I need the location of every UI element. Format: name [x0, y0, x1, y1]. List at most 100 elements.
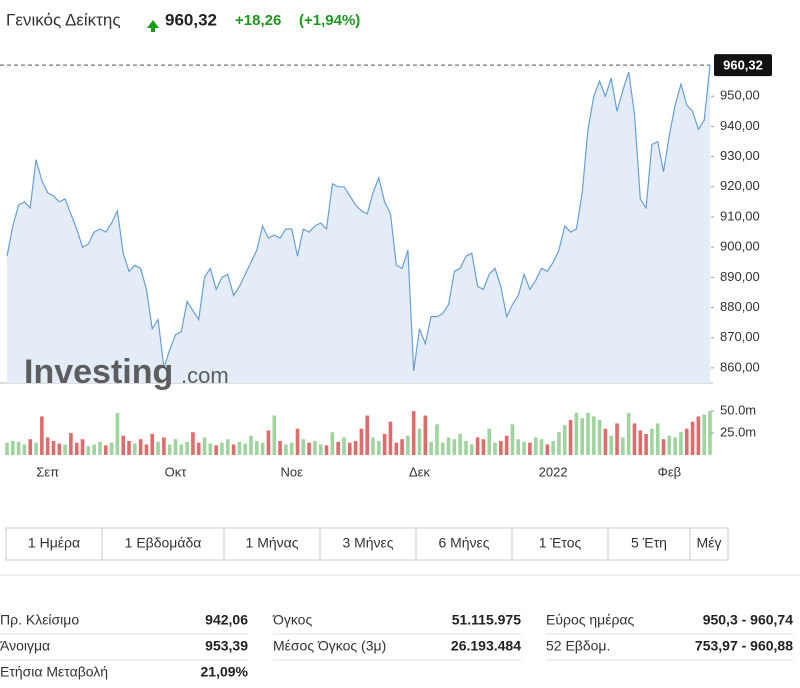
volume-bar [51, 440, 56, 455]
volume-bar [638, 430, 643, 455]
volume-bar [661, 439, 666, 455]
volume-bar [243, 443, 248, 455]
volume-bar [621, 437, 625, 455]
last-price-label: 960,32 [723, 58, 763, 73]
range-button[interactable] [511, 527, 609, 561]
volume-bar [510, 424, 515, 455]
volume-bar [452, 439, 457, 455]
volume-bar [353, 440, 358, 455]
volume-bar [592, 416, 596, 455]
volume-bar [225, 439, 230, 455]
volume-bar [562, 425, 567, 455]
range-button-label: 1 Ημέρα [28, 535, 80, 551]
range-button[interactable] [5, 527, 103, 561]
range-button[interactable] [415, 527, 513, 561]
volume-bar [260, 442, 265, 455]
range-button-label: 6 Μήνες [438, 535, 489, 551]
volume-bar [446, 437, 451, 455]
volume-bar [539, 439, 544, 455]
volume-bar [115, 412, 120, 455]
x-tick-label: Δεκ [409, 464, 430, 479]
volume-bar [86, 446, 91, 455]
range-button-label: Μέγ [697, 535, 722, 551]
volume-bar [365, 415, 370, 455]
volume-bar [388, 421, 393, 455]
volume-bar [702, 414, 706, 455]
volume-bar [522, 441, 526, 455]
price-line [6, 65, 711, 371]
volume-bar [313, 440, 317, 455]
y2-tick-label: 50.0m [720, 403, 756, 418]
volume-bar [11, 440, 15, 455]
volume-bar [202, 437, 207, 455]
volume-bar [266, 430, 271, 455]
volume-bar [214, 445, 218, 455]
volume-bar [394, 442, 399, 455]
last-price-box [714, 54, 772, 77]
volume-bar [40, 416, 44, 455]
volume-bar [74, 442, 79, 455]
stat-label: 52 Εβδομ. [546, 638, 610, 654]
volume-bar [34, 442, 38, 455]
range-button-label: 1 Έτος [539, 535, 582, 551]
volume-bar [138, 439, 143, 455]
volume-bar [504, 435, 509, 455]
volume-bar [16, 441, 21, 455]
volume-bar [679, 432, 683, 455]
price-area [7, 65, 710, 383]
volume-bar [458, 433, 462, 455]
volume-bar [173, 439, 178, 455]
volume-bar [684, 428, 689, 455]
stat-value: 51.115.975 [452, 612, 522, 628]
volume-bar [411, 411, 416, 455]
x-tick-label: Σεπ [36, 464, 59, 479]
range-button-label: 1 Εβδομάδα [125, 535, 202, 551]
volume-bar [231, 444, 236, 455]
volume-bar [133, 443, 137, 455]
volume-bar [162, 437, 166, 455]
x-tick-label: Οκτ [165, 464, 188, 479]
range-button[interactable] [689, 527, 729, 561]
volume-bar [150, 433, 155, 455]
volume-bar [98, 441, 102, 455]
volume-bar [289, 442, 294, 455]
volume-bar [603, 428, 608, 455]
volume-bar [5, 442, 9, 455]
volume-bar [57, 443, 62, 455]
volume-bar [429, 441, 433, 455]
y-tick-label: 910,00 [720, 208, 760, 223]
range-button[interactable] [101, 527, 225, 561]
volume-bar [156, 441, 160, 455]
volume-bar [528, 442, 532, 455]
volume-bar [487, 428, 492, 455]
stat-value: 26.193.484 [451, 638, 521, 654]
volume-bar [516, 439, 521, 455]
y-tick-label: 900,00 [720, 239, 760, 254]
volume-bar [237, 441, 242, 455]
range-button-label: 5 Έτη [631, 535, 667, 551]
volume-bar [185, 441, 189, 455]
volume-bar [272, 415, 277, 455]
volume-bar [359, 428, 364, 455]
range-button[interactable] [223, 527, 321, 561]
volume-bar [580, 418, 584, 455]
volume-bar [545, 444, 550, 455]
volume-bar [690, 421, 695, 455]
x-tick-label: Νοε [280, 464, 303, 479]
x-tick-label: Φεβ [658, 464, 682, 479]
volume-bar [400, 439, 404, 455]
volume-bar [336, 441, 340, 455]
volume-bar [28, 439, 33, 455]
volume-bar [632, 423, 637, 455]
volume-bar [650, 428, 654, 455]
volume-bar [417, 428, 422, 455]
plot: 960,32 860,00 870,00 880,00 890,00 900,00 910,… [0, 54, 772, 479]
range-button[interactable] [319, 527, 417, 561]
volume-bar [347, 442, 352, 455]
stat-label: Πρ. Κλείσιμο [0, 612, 79, 628]
volume-bar [469, 444, 474, 455]
y2-tick-label: 25.0m [720, 425, 756, 440]
volume-bar [481, 439, 486, 455]
volume-bar [109, 442, 114, 455]
